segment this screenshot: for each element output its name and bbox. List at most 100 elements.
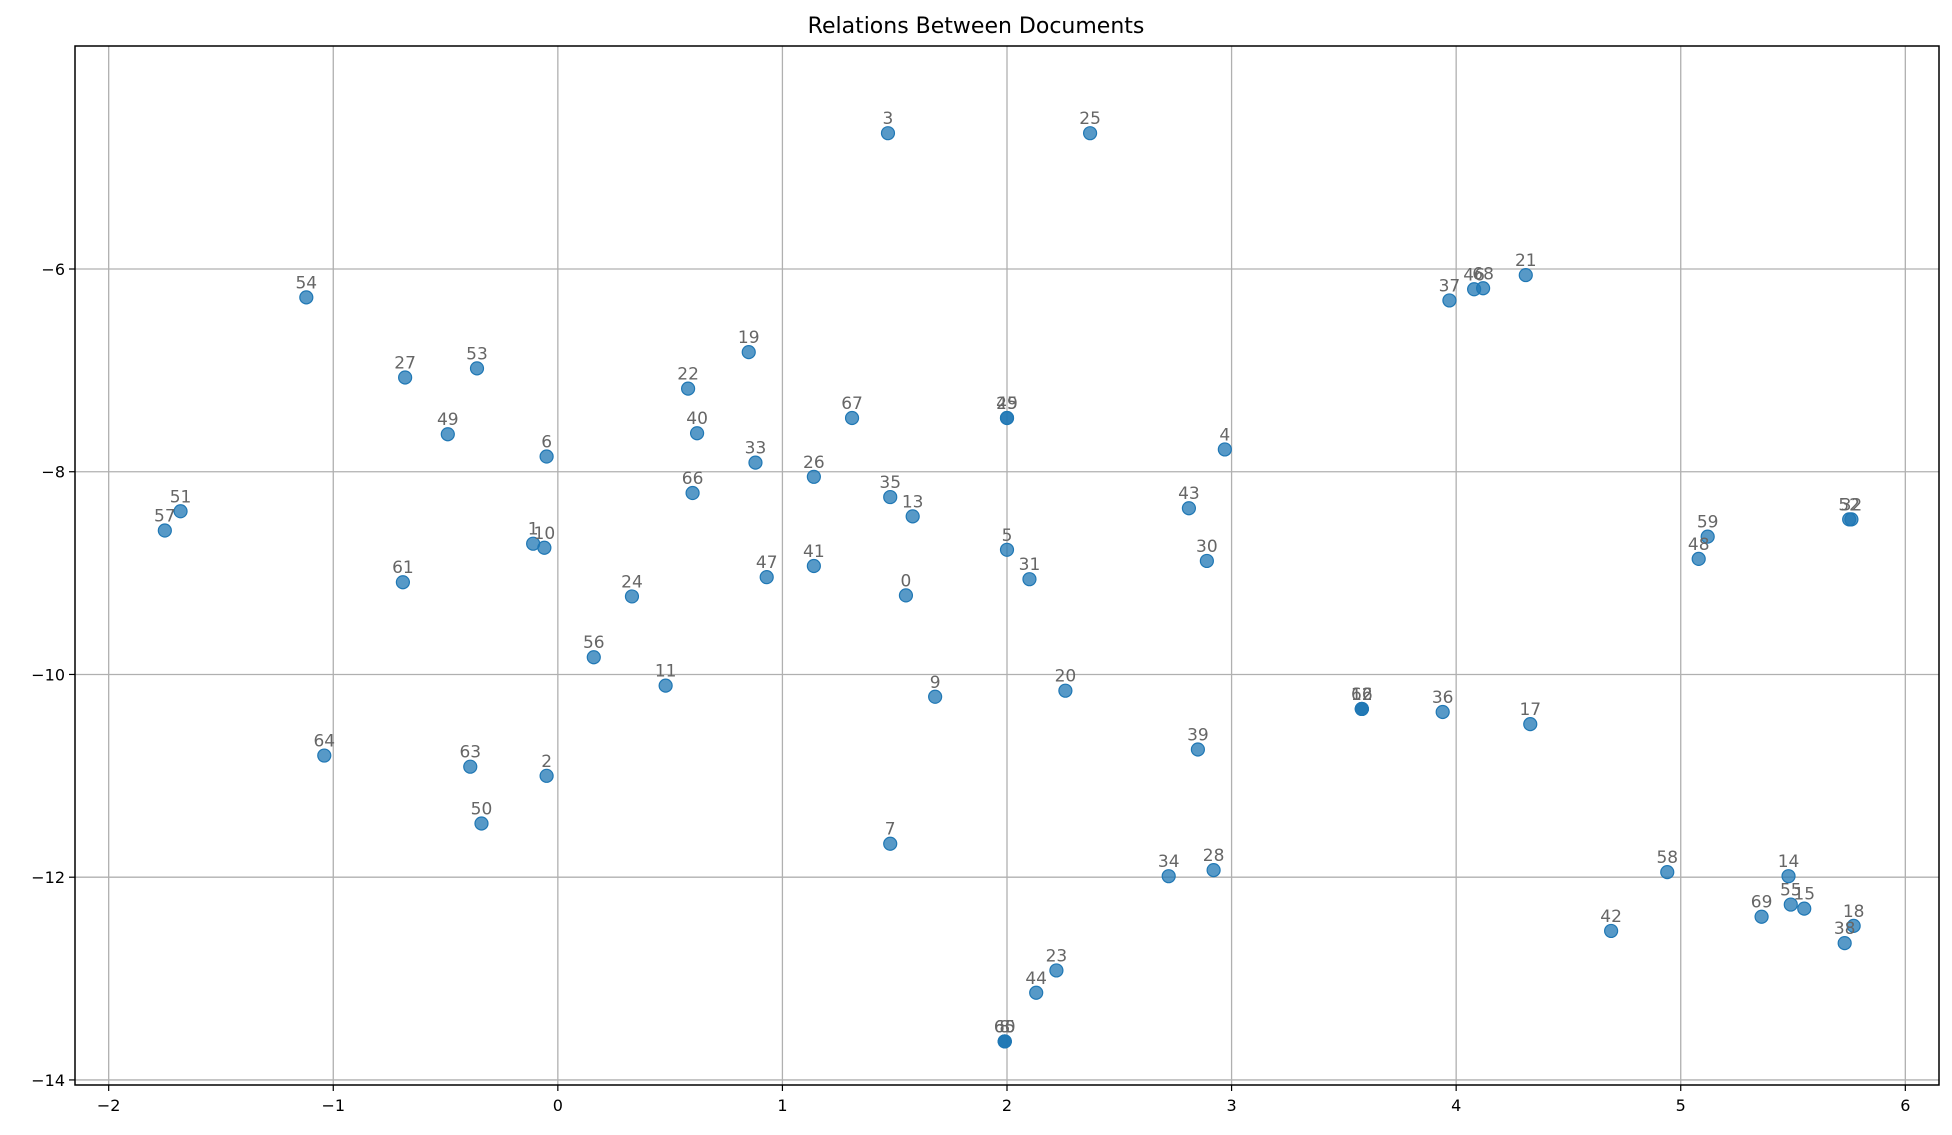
point-label: 57: [154, 507, 176, 527]
data-point: [1754, 909, 1769, 924]
point-label: 50: [471, 799, 493, 819]
data-point: [999, 542, 1015, 557]
data-point: [883, 836, 898, 851]
x-tick-label: 3: [1226, 1096, 1236, 1115]
data-point: [997, 1034, 1012, 1049]
x-tick-label: 2: [1002, 1096, 1012, 1115]
data-point: [317, 748, 332, 763]
data-point: [685, 485, 700, 501]
data-point: [928, 689, 943, 704]
data-point: [1660, 865, 1675, 880]
data-point: [1783, 897, 1798, 912]
point-label: 16: [1351, 685, 1373, 705]
data-point: [689, 426, 705, 441]
data-point: [1604, 923, 1619, 939]
point-label: 34: [1158, 852, 1180, 872]
point-label: 23: [1046, 946, 1068, 966]
point-label: 2: [541, 752, 552, 772]
data-point: [999, 410, 1015, 426]
data-point: [1837, 935, 1852, 951]
chart-title: Relations Between Documents: [808, 14, 1145, 39]
point-label: 60: [994, 1017, 1016, 1037]
point-label: 4: [1219, 425, 1230, 445]
point-label: 37: [1439, 276, 1461, 296]
point-label: 65: [994, 1017, 1016, 1037]
point-label: 21: [1515, 251, 1537, 271]
point-label: 64: [313, 732, 335, 752]
y-tick-label: −6: [41, 260, 65, 279]
x-tick-label: 0: [553, 1096, 563, 1115]
y-tick-label: −10: [31, 665, 65, 684]
data-point: [898, 588, 914, 603]
point-label: 39: [1187, 725, 1209, 745]
point-label: 25: [1079, 109, 1101, 129]
data-point: [1022, 572, 1037, 587]
point-label: 55: [1780, 881, 1802, 901]
point-label: 10: [534, 524, 556, 544]
point-label: 26: [803, 453, 825, 473]
y-tick-label: −12: [31, 868, 65, 887]
data-point: [1206, 863, 1221, 878]
point-label: 11: [655, 662, 677, 682]
data-point: [806, 469, 821, 484]
data-point: [1781, 869, 1796, 884]
point-label: 17: [1519, 700, 1541, 720]
data-point: [1058, 683, 1073, 698]
point-label: 45: [996, 394, 1018, 414]
data-point: [1181, 501, 1197, 516]
point-label: 7: [885, 820, 896, 840]
data-point: [1049, 963, 1064, 978]
point-label: 46: [1463, 265, 1485, 285]
data-point: [1797, 901, 1812, 916]
point-label: 18: [1843, 902, 1865, 922]
data-point: [1029, 985, 1044, 1000]
point-label: 52: [1838, 495, 1860, 515]
point-label: 29: [996, 394, 1018, 414]
point-label: 47: [756, 553, 778, 573]
data-point: [759, 570, 774, 585]
point-label: 51: [170, 487, 192, 507]
point-label: 13: [902, 492, 924, 512]
x-tick-label: 6: [1900, 1096, 1910, 1115]
data-point: [880, 126, 896, 141]
point-label: 69: [1751, 893, 1773, 913]
x-tick-label: −1: [321, 1096, 345, 1115]
data-point: [463, 759, 478, 774]
data-point: [157, 523, 172, 538]
data-points: [157, 126, 1861, 1049]
point-label: 43: [1178, 484, 1200, 504]
x-tick-label: 5: [1676, 1096, 1686, 1115]
plot-frame: [74, 45, 1940, 1086]
grid: [75, 46, 1939, 1085]
point-label: 44: [1025, 969, 1047, 989]
data-point: [1476, 281, 1491, 296]
point-label: 14: [1778, 852, 1800, 872]
point-label: 53: [466, 344, 488, 364]
point-label: 19: [738, 328, 760, 348]
data-point: [299, 290, 314, 305]
data-point: [1199, 553, 1214, 569]
data-point: [748, 455, 763, 470]
data-point: [658, 678, 673, 693]
data-point: [883, 489, 898, 505]
point-label: 63: [459, 743, 481, 763]
data-point: [440, 427, 455, 442]
data-point: [1217, 442, 1232, 457]
data-point: [806, 558, 821, 574]
data-point: [586, 650, 601, 665]
data-point: [1842, 512, 1857, 527]
point-label: 3: [883, 109, 894, 129]
data-point: [844, 410, 860, 426]
data-point: [537, 540, 552, 555]
x-tick-label: −2: [97, 1096, 121, 1115]
point-label: 5: [1002, 526, 1013, 546]
data-point: [395, 575, 410, 590]
point-label: 9: [930, 673, 941, 693]
point-label: 68: [1472, 264, 1494, 284]
data-point: [1691, 551, 1706, 567]
y-tick-label: −8: [41, 463, 65, 482]
point-label: 42: [1600, 907, 1622, 927]
data-point: [624, 589, 640, 604]
point-label: 49: [437, 410, 459, 430]
point-label: 67: [841, 394, 863, 414]
